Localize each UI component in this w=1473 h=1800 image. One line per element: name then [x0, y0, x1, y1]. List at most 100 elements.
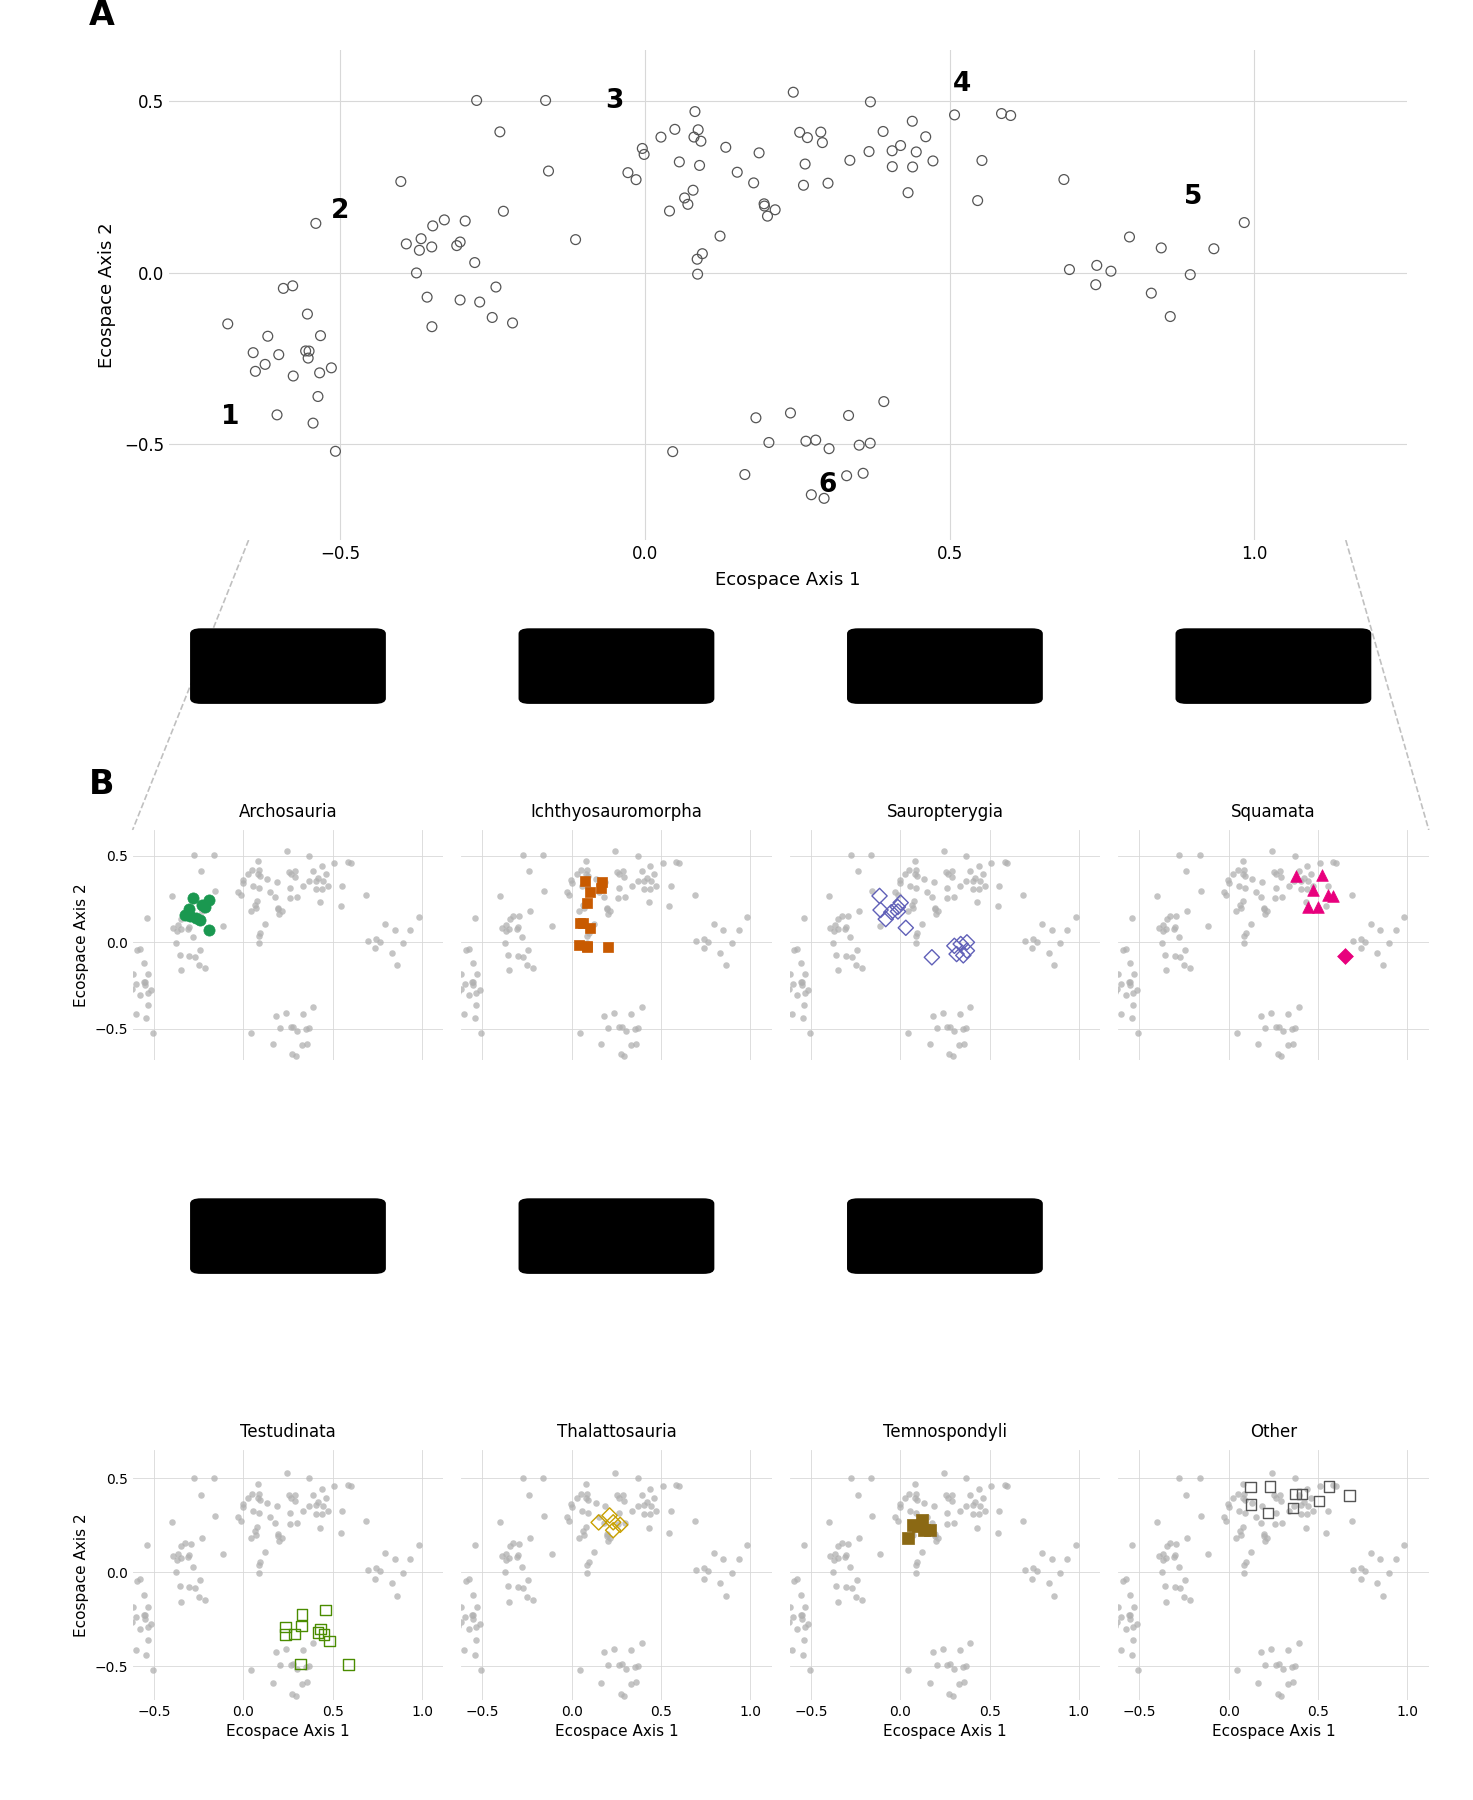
Point: [1271, 1654, 1295, 1683]
Point: [630, 857, 654, 886]
Point: [782, 1566, 806, 1595]
Point: [328, 891, 352, 920]
Point: [903, 860, 927, 889]
Point: [356, 927, 380, 956]
Point: [261, 1030, 284, 1058]
Point: [1055, 916, 1078, 945]
Point: [407, 902, 430, 931]
Point: [128, 934, 152, 963]
Point: [309, 1499, 333, 1528]
Point: [583, 864, 607, 893]
Point: [1283, 1492, 1307, 1521]
Point: [607, 873, 630, 902]
Point: [1122, 1593, 1146, 1622]
Point: [639, 1492, 663, 1521]
Point: [625, 166, 648, 194]
Point: [169, 914, 193, 943]
Point: [270, 896, 293, 925]
Point: [597, 932, 620, 961]
Point: [162, 1543, 186, 1571]
Point: [1121, 1530, 1145, 1559]
Point: [651, 1471, 675, 1499]
Point: [906, 918, 929, 947]
Point: [169, 1544, 193, 1573]
Point: [197, 916, 221, 945]
Point: [1295, 851, 1318, 880]
Point: [133, 1600, 156, 1629]
Point: [620, 1496, 644, 1525]
Point: [374, 911, 398, 940]
Point: [859, 841, 882, 869]
Point: [899, 871, 922, 900]
Point: [389, 167, 412, 196]
Point: [966, 875, 990, 904]
Point: [1021, 1564, 1044, 1593]
Point: [924, 893, 947, 922]
Point: [873, 905, 897, 934]
Point: [323, 1471, 346, 1499]
Point: [368, 927, 392, 956]
Point: [573, 866, 597, 895]
Point: [1271, 1017, 1295, 1046]
Point: [452, 1636, 476, 1665]
Point: [133, 949, 156, 977]
Point: [720, 1559, 744, 1588]
Point: [1255, 1523, 1279, 1552]
Point: [1233, 1485, 1256, 1514]
Point: [133, 1580, 156, 1609]
Point: [785, 934, 809, 963]
Point: [415, 283, 439, 311]
Point: [265, 868, 289, 896]
Point: [1012, 1507, 1036, 1535]
Point: [177, 1573, 200, 1602]
Point: [1152, 1539, 1175, 1568]
Point: [851, 459, 875, 488]
Point: [595, 1519, 619, 1548]
Point: [464, 979, 488, 1008]
Point: [904, 855, 928, 884]
Point: [1111, 1566, 1134, 1595]
Point: [835, 1530, 859, 1559]
Point: [277, 1481, 300, 1510]
Point: [309, 887, 333, 916]
Point: [847, 1525, 871, 1553]
Point: [744, 403, 767, 432]
Point: [1262, 857, 1286, 886]
Point: [925, 1651, 949, 1679]
Point: [885, 1507, 909, 1535]
Point: [336, 1471, 359, 1499]
Point: [168, 940, 191, 968]
Point: [894, 913, 918, 941]
Point: [1114, 981, 1137, 1010]
Point: [137, 1593, 161, 1622]
Point: [141, 1656, 165, 1685]
Point: [280, 1679, 303, 1708]
Point: [576, 922, 600, 950]
Point: [611, 857, 635, 886]
Point: [133, 970, 156, 999]
Point: [309, 1514, 333, 1543]
Point: [1055, 1544, 1078, 1573]
Point: [1365, 938, 1389, 967]
Point: [496, 1571, 520, 1600]
Point: [1231, 860, 1255, 889]
Point: [505, 1573, 529, 1602]
Point: [790, 1600, 813, 1629]
Point: [1283, 1013, 1307, 1042]
Point: [921, 146, 944, 175]
Point: [1324, 848, 1348, 877]
Point: [125, 936, 149, 965]
Point: [576, 873, 600, 902]
Point: [395, 230, 418, 259]
Point: [1153, 940, 1177, 968]
Point: [161, 1508, 184, 1537]
Point: [834, 1543, 857, 1571]
Point: [1383, 916, 1407, 945]
Point: [626, 1013, 650, 1042]
Point: [1109, 1636, 1133, 1665]
Point: [904, 1499, 928, 1528]
Point: [1012, 880, 1036, 909]
Point: [284, 1487, 308, 1516]
Point: [826, 904, 850, 932]
Point: [1233, 1499, 1256, 1528]
